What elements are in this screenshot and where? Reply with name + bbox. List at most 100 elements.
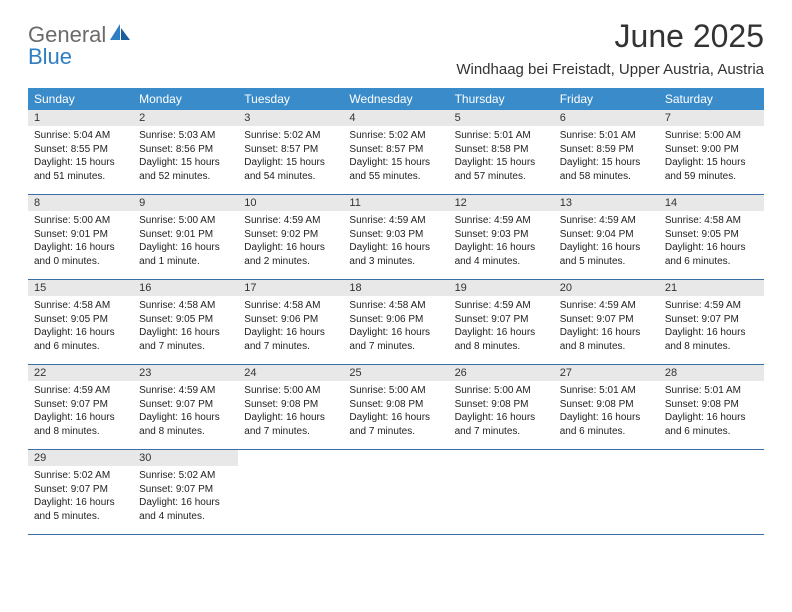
day-number: 24 [238,365,343,381]
sunset-text: Sunset: 9:08 PM [349,398,442,412]
daylight-text: Daylight: 15 hours and 52 minutes. [139,156,232,183]
daylight-text: Daylight: 16 hours and 8 minutes. [139,411,232,438]
daylight-text: Daylight: 16 hours and 5 minutes. [560,241,653,268]
day-body: Sunrise: 4:59 AMSunset: 9:04 PMDaylight:… [554,211,659,274]
day-number: 28 [659,365,764,381]
sunrise-text: Sunrise: 5:00 AM [349,384,442,398]
day-body: Sunrise: 5:02 AMSunset: 8:57 PMDaylight:… [238,126,343,189]
day-cell: 24Sunrise: 5:00 AMSunset: 9:08 PMDayligh… [238,365,343,449]
day-cell: 28Sunrise: 5:01 AMSunset: 9:08 PMDayligh… [659,365,764,449]
day-cell: 6Sunrise: 5:01 AMSunset: 8:59 PMDaylight… [554,110,659,194]
day-cell: 20Sunrise: 4:59 AMSunset: 9:07 PMDayligh… [554,280,659,364]
daylight-text: Daylight: 16 hours and 8 minutes. [665,326,758,353]
daylight-text: Daylight: 16 hours and 7 minutes. [349,411,442,438]
day-number: 22 [28,365,133,381]
day-number: 4 [343,110,448,126]
daylight-text: Daylight: 16 hours and 7 minutes. [244,326,337,353]
day-number: 21 [659,280,764,296]
sunrise-text: Sunrise: 5:02 AM [349,129,442,143]
day-number: 13 [554,195,659,211]
sunset-text: Sunset: 9:08 PM [560,398,653,412]
day-body: Sunrise: 5:02 AMSunset: 9:07 PMDaylight:… [133,466,238,529]
week-row: 15Sunrise: 4:58 AMSunset: 9:05 PMDayligh… [28,280,764,365]
sunrise-text: Sunrise: 5:00 AM [244,384,337,398]
day-cell: 22Sunrise: 4:59 AMSunset: 9:07 PMDayligh… [28,365,133,449]
sunrise-text: Sunrise: 4:58 AM [139,299,232,313]
sunrise-text: Sunrise: 5:02 AM [34,469,127,483]
sunrise-text: Sunrise: 4:59 AM [349,214,442,228]
day-cell: 17Sunrise: 4:58 AMSunset: 9:06 PMDayligh… [238,280,343,364]
day-body: Sunrise: 4:59 AMSunset: 9:03 PMDaylight:… [449,211,554,274]
sunset-text: Sunset: 9:08 PM [455,398,548,412]
day-cell: 13Sunrise: 4:59 AMSunset: 9:04 PMDayligh… [554,195,659,279]
logo-sail-icon [110,29,132,46]
day-cell: 19Sunrise: 4:59 AMSunset: 9:07 PMDayligh… [449,280,554,364]
day-number: 2 [133,110,238,126]
day-number: 9 [133,195,238,211]
day-body: Sunrise: 5:01 AMSunset: 8:58 PMDaylight:… [449,126,554,189]
day-body: Sunrise: 5:03 AMSunset: 8:56 PMDaylight:… [133,126,238,189]
day-number: 19 [449,280,554,296]
day-cell [238,450,343,534]
sunrise-text: Sunrise: 5:03 AM [139,129,232,143]
sunset-text: Sunset: 8:58 PM [455,143,548,157]
day-cell: 16Sunrise: 4:58 AMSunset: 9:05 PMDayligh… [133,280,238,364]
day-number: 5 [449,110,554,126]
location: Windhaag bei Freistadt, Upper Austria, A… [456,61,764,78]
sunrise-text: Sunrise: 4:58 AM [665,214,758,228]
daylight-text: Daylight: 15 hours and 54 minutes. [244,156,337,183]
sunrise-text: Sunrise: 4:58 AM [349,299,442,313]
day-number: 12 [449,195,554,211]
day-number: 25 [343,365,448,381]
sunset-text: Sunset: 9:07 PM [34,398,127,412]
sunrise-text: Sunrise: 4:59 AM [455,299,548,313]
day-body: Sunrise: 5:01 AMSunset: 8:59 PMDaylight:… [554,126,659,189]
day-body: Sunrise: 5:00 AMSunset: 9:08 PMDaylight:… [343,381,448,444]
day-number: 1 [28,110,133,126]
sunset-text: Sunset: 9:01 PM [34,228,127,242]
dow-monday: Monday [133,88,238,110]
sunrise-text: Sunrise: 4:59 AM [139,384,232,398]
weeks-container: 1Sunrise: 5:04 AMSunset: 8:55 PMDaylight… [28,110,764,535]
sunrise-text: Sunrise: 5:00 AM [139,214,232,228]
daylight-text: Daylight: 16 hours and 7 minutes. [139,326,232,353]
day-cell: 14Sunrise: 4:58 AMSunset: 9:05 PMDayligh… [659,195,764,279]
sunrise-text: Sunrise: 5:02 AM [139,469,232,483]
daylight-text: Daylight: 15 hours and 58 minutes. [560,156,653,183]
day-body: Sunrise: 4:59 AMSunset: 9:02 PMDaylight:… [238,211,343,274]
day-number: 16 [133,280,238,296]
daylight-text: Daylight: 15 hours and 59 minutes. [665,156,758,183]
day-body: Sunrise: 4:58 AMSunset: 9:05 PMDaylight:… [28,296,133,359]
day-cell: 4Sunrise: 5:02 AMSunset: 8:57 PMDaylight… [343,110,448,194]
dow-tuesday: Tuesday [238,88,343,110]
daylight-text: Daylight: 15 hours and 55 minutes. [349,156,442,183]
day-body: Sunrise: 4:58 AMSunset: 9:05 PMDaylight:… [659,211,764,274]
day-number: 30 [133,450,238,466]
day-cell [449,450,554,534]
sunset-text: Sunset: 9:07 PM [455,313,548,327]
daylight-text: Daylight: 16 hours and 5 minutes. [34,496,127,523]
day-cell: 7Sunrise: 5:00 AMSunset: 9:00 PMDaylight… [659,110,764,194]
day-number: 7 [659,110,764,126]
day-body: Sunrise: 5:00 AMSunset: 9:08 PMDaylight:… [238,381,343,444]
day-cell: 27Sunrise: 5:01 AMSunset: 9:08 PMDayligh… [554,365,659,449]
day-cell: 26Sunrise: 5:00 AMSunset: 9:08 PMDayligh… [449,365,554,449]
day-number: 23 [133,365,238,381]
day-body: Sunrise: 5:04 AMSunset: 8:55 PMDaylight:… [28,126,133,189]
daylight-text: Daylight: 15 hours and 57 minutes. [455,156,548,183]
sunset-text: Sunset: 9:08 PM [244,398,337,412]
sunset-text: Sunset: 9:01 PM [139,228,232,242]
day-body: Sunrise: 4:59 AMSunset: 9:07 PMDaylight:… [449,296,554,359]
day-cell: 8Sunrise: 5:00 AMSunset: 9:01 PMDaylight… [28,195,133,279]
sunrise-text: Sunrise: 5:02 AM [244,129,337,143]
day-cell [343,450,448,534]
day-cell: 1Sunrise: 5:04 AMSunset: 8:55 PMDaylight… [28,110,133,194]
daylight-text: Daylight: 16 hours and 6 minutes. [34,326,127,353]
day-body: Sunrise: 4:59 AMSunset: 9:03 PMDaylight:… [343,211,448,274]
sunrise-text: Sunrise: 4:59 AM [34,384,127,398]
sunset-text: Sunset: 9:04 PM [560,228,653,242]
sunset-text: Sunset: 9:02 PM [244,228,337,242]
day-cell: 2Sunrise: 5:03 AMSunset: 8:56 PMDaylight… [133,110,238,194]
sunset-text: Sunset: 9:00 PM [665,143,758,157]
sunset-text: Sunset: 9:05 PM [34,313,127,327]
